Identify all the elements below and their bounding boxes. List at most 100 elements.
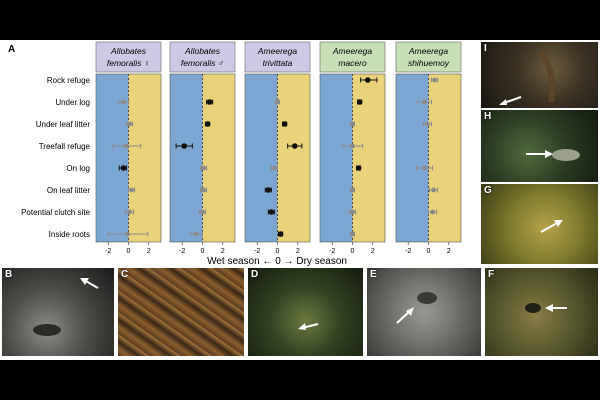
estimate-point [350, 187, 355, 193]
photo-panel-h: H [481, 110, 598, 182]
species-name-epithet: femoralis ♂ [181, 58, 224, 68]
species-header [169, 41, 236, 73]
wet-season-area [170, 74, 203, 242]
photo-label-d: D [251, 269, 259, 280]
estimate-point [430, 209, 435, 215]
arrow-icon [396, 292, 437, 324]
photo-label-f: F [488, 269, 495, 280]
species-name-epithet: shihuemoy [408, 58, 450, 68]
photo-panel-g: G [481, 184, 598, 264]
estimate-point [265, 187, 272, 193]
estimate-point [121, 99, 126, 105]
x-tick-label: 0 [276, 248, 280, 255]
x-tick-label: 2 [296, 248, 300, 255]
arrow-icon [33, 278, 99, 336]
species-name-epithet: femoralis ♀ [107, 58, 150, 68]
wet-season-area [96, 74, 129, 242]
species-name-epithet: macero [338, 58, 367, 68]
figure-canvas: A Allobates femoralis ♀ Allobates femoralis… [0, 40, 600, 360]
species-name-genus: Ameerega [332, 46, 372, 56]
x-axis-caption: Wet season ← 0 → Dry season [207, 256, 347, 267]
x-tick-label: 2 [371, 248, 375, 255]
photo-panel-c: C [118, 268, 244, 356]
estimate-point [125, 231, 130, 237]
estimate-point [204, 121, 211, 127]
estimate-point [350, 121, 355, 127]
estimate-point [124, 143, 129, 149]
x-tick-label: 0 [351, 248, 355, 255]
x-tick-label: 2 [221, 248, 225, 255]
photo-panel-b: B [2, 268, 114, 356]
category-label: Under log [55, 98, 90, 107]
photo-label-b: B [5, 269, 13, 280]
species-name-genus: Allobates [110, 46, 147, 56]
estimate-point [422, 165, 427, 171]
estimate-point [291, 143, 298, 149]
x-tick-label: 0 [127, 248, 131, 255]
estimate-point [129, 187, 134, 193]
estimate-point [272, 165, 277, 171]
estimate-point [127, 209, 132, 215]
dry-season-area [277, 74, 310, 242]
estimate-point [425, 121, 430, 127]
photo-label-i: I [484, 43, 487, 54]
x-tick-label: -2 [405, 248, 411, 255]
x-tick-label: -2 [254, 248, 260, 255]
wet-season-area [245, 74, 278, 242]
species-header [244, 41, 311, 73]
photo-label-c: C [121, 269, 129, 280]
category-label: Rock refuge [47, 76, 91, 85]
dry-season-area [128, 74, 161, 242]
species-name-genus: Ameerega [408, 46, 448, 56]
photo-panel-i: I [481, 42, 598, 108]
estimate-point [281, 121, 288, 127]
category-label: Under leaf litter [36, 120, 91, 129]
species-header [319, 41, 386, 73]
arrow-icon [298, 323, 319, 330]
category-label: Inside roots [49, 230, 90, 239]
estimate-point [364, 77, 371, 83]
estimate-point [275, 99, 280, 105]
estimate-point [355, 165, 362, 171]
estimate-point [181, 143, 188, 149]
dry-season-area [428, 74, 461, 242]
x-tick-label: 2 [447, 248, 451, 255]
wet-season-area [320, 74, 353, 242]
x-tick-label: 0 [427, 248, 431, 255]
estimate-point [268, 209, 275, 215]
forest-plot: A Allobates femoralis ♀ Allobates femoralis… [8, 41, 462, 267]
species-name-epithet: trivittata [263, 58, 293, 68]
category-label: Treefall refuge [39, 142, 91, 151]
estimate-point [350, 143, 355, 149]
estimate-point [194, 231, 199, 237]
photo-label-e: E [370, 269, 377, 280]
x-tick-label: -2 [179, 248, 185, 255]
estimate-point [206, 99, 213, 105]
arrow-icon [499, 50, 556, 105]
species-header [95, 41, 162, 73]
photo-panel-f: F [485, 268, 598, 356]
x-tick-label: -2 [329, 248, 335, 255]
arrow-icon [525, 303, 567, 313]
photo-panel-e: E [367, 268, 481, 356]
estimate-point [431, 187, 436, 193]
estimate-point [277, 231, 284, 237]
arrow-icon [526, 149, 580, 161]
dry-season-area [202, 74, 235, 242]
estimate-point [200, 209, 205, 215]
category-label: On log [66, 164, 90, 173]
species-header [395, 41, 462, 73]
photo-label-h: H [484, 111, 492, 122]
estimate-point [120, 165, 127, 171]
x-tick-label: 2 [147, 248, 151, 255]
category-label: On leaf litter [47, 186, 90, 195]
species-name-genus: Ameerega [257, 46, 297, 56]
estimate-point [201, 165, 206, 171]
dry-season-area [352, 74, 385, 242]
photo-panel-d: D [248, 268, 363, 356]
estimate-point [350, 231, 355, 237]
panel-label-a: A [8, 44, 15, 55]
estimate-point [422, 99, 427, 105]
photo-label-g: G [484, 185, 492, 196]
estimate-point [201, 187, 206, 193]
